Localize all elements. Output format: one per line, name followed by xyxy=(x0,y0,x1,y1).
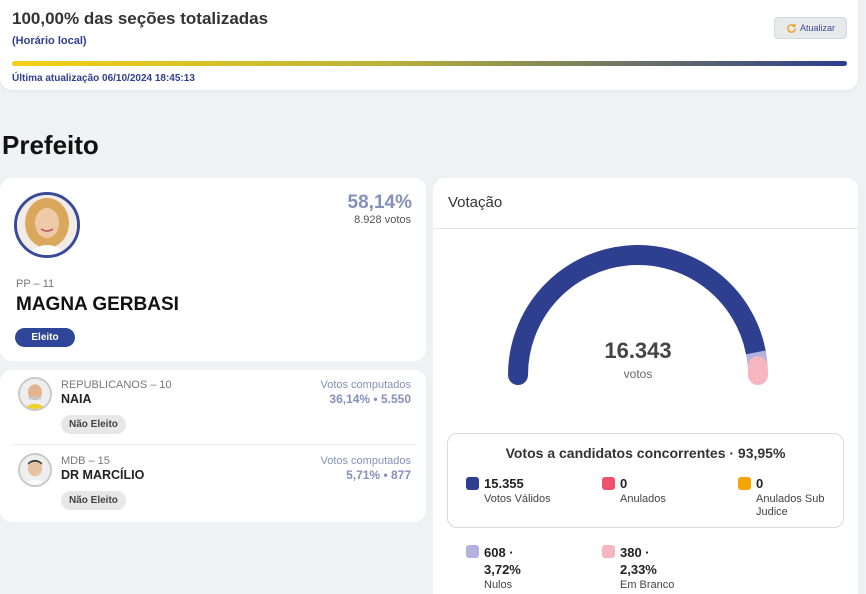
concorrentes-box xyxy=(447,433,844,528)
legend-swatch-sub-judice xyxy=(738,477,751,490)
gauge-total: 16.343 xyxy=(604,338,672,363)
refresh-icon xyxy=(786,23,797,34)
voting-title: Votação xyxy=(448,194,503,211)
not-elected-badge: Não Eleito xyxy=(61,415,126,434)
totalization-progress-bar xyxy=(12,61,847,66)
legend-value-validos: 15.355 xyxy=(484,476,524,491)
legend-swatch-nulos xyxy=(466,545,479,558)
legend-value-branco: 380 · 2,33% xyxy=(620,545,657,577)
candidate-avatar xyxy=(18,453,52,487)
gauge-total-label: votos xyxy=(623,367,653,381)
legend-label-branco: Em Branco xyxy=(620,579,675,591)
totalization-card xyxy=(0,0,858,90)
last-update-text: Última atualização 06/10/2024 18:45:13 xyxy=(12,73,195,84)
candidate-party: REPUBLICANOS – 10 xyxy=(61,379,172,391)
candidate-avatar xyxy=(18,377,52,411)
timezone-note: (Horário local) xyxy=(12,35,87,47)
winner-name: MAGNA GERBASI xyxy=(16,294,179,315)
winner-party: PP – 11 xyxy=(16,278,55,290)
voting-title-divider xyxy=(433,228,858,229)
legend-swatch-validos xyxy=(466,477,479,490)
candidate-votes-label: Votos computados xyxy=(320,379,411,391)
candidate-divider xyxy=(12,444,416,445)
not-elected-badge: Não Eleito xyxy=(61,491,126,510)
gauge-segment-0 xyxy=(508,245,766,385)
winner-votes: 8.928 votos xyxy=(354,214,411,226)
candidate-name: NAIA xyxy=(61,392,92,406)
legend-value-anulados: 0 xyxy=(620,476,628,491)
legend-swatch-branco xyxy=(602,545,615,558)
legend-label-sub-judice: Anulados Sub Judice xyxy=(756,493,825,518)
totalization-title: 100,00% das seções totalizadas xyxy=(12,9,269,28)
concorrentes-title: Votos a candidatos concorrentes · 93,95% xyxy=(505,445,786,461)
winner-percent: 58,14% xyxy=(347,192,412,213)
winner-avatar xyxy=(14,192,80,258)
candidate-stats: 36,14% • 5.550 xyxy=(329,392,411,406)
votes-gauge xyxy=(508,245,768,385)
legend-value-nulos: 608 · 3,72% xyxy=(484,545,521,577)
legend-value-sub-judice: 0 xyxy=(756,476,764,491)
legend-label-nulos: Nulos xyxy=(484,579,513,591)
legend-label-anulados: Anulados xyxy=(620,493,666,505)
candidate-name: DR MARCÍLIO xyxy=(61,468,145,482)
legend-swatch-anulados xyxy=(602,477,615,490)
refresh-button[interactable]: Atualizar xyxy=(774,17,847,39)
candidate-party: MDB – 15 xyxy=(61,455,110,467)
candidate-votes-label: Votos computados xyxy=(320,455,411,467)
candidate-stats: 5,71% • 877 xyxy=(346,468,411,482)
section-title: Prefeito xyxy=(2,130,99,160)
elected-badge: Eleito xyxy=(15,328,75,347)
legend-label-validos: Votos Válidos xyxy=(484,493,551,505)
refresh-label: Atualizar xyxy=(799,23,835,33)
